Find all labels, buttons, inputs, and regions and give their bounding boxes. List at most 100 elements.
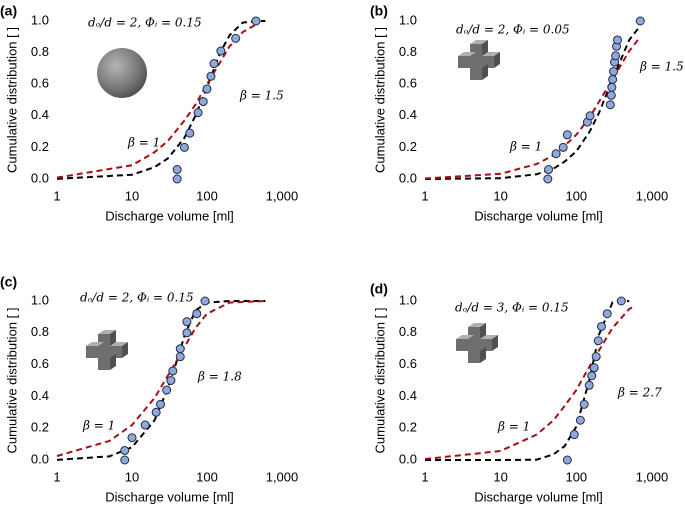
data-point [251, 16, 261, 26]
data-point [216, 46, 226, 56]
data-point [575, 415, 585, 425]
data-point [151, 407, 161, 417]
y-tick-label: 0.8 [31, 44, 49, 59]
data-point [602, 309, 612, 319]
x-tick-label: 100 [565, 188, 587, 203]
sphere-icon [97, 48, 147, 98]
data-point [200, 296, 210, 306]
x-tick-label: 10 [125, 188, 139, 203]
data-point [231, 33, 241, 43]
fit-curve [56, 20, 266, 180]
data-point [605, 100, 615, 110]
data-point [635, 16, 645, 26]
fit-curve [424, 304, 636, 461]
x-tick-label: 1 [53, 188, 60, 203]
panel-label: (c) [0, 274, 17, 290]
data-point [593, 336, 603, 346]
annotation: dₒ/d = 2, Φᵢ = 0.05 [456, 23, 570, 37]
data-point [166, 376, 176, 385]
annotation: β = 1 [509, 140, 542, 154]
y-tick-label: 0.2 [399, 139, 417, 154]
y-axis-label: Cumulative distribution [ ] [4, 308, 19, 454]
data-point [206, 71, 216, 81]
x-tick-label: 1 [421, 188, 428, 203]
fit-curve [424, 36, 642, 180]
chart-panel: (a) 0.0 0.2 0.4 0.6 0.8 1.0 1 10 100 1,000 Discharg… [0, 3, 298, 224]
y-tick-label: 0.6 [399, 356, 417, 371]
x-tick-label: 100 [196, 188, 218, 203]
annotation: β = 1.8 [197, 370, 242, 384]
y-tick-label: 0.2 [31, 139, 49, 154]
data-point [182, 328, 192, 338]
annotation: β = 1.5 [239, 89, 284, 103]
fit-curve [56, 21, 260, 179]
x-tick-label: 1,000 [636, 469, 669, 484]
data-point [562, 455, 572, 465]
annotation: β = 2.7 [617, 386, 662, 400]
y-tick-label: 0.4 [31, 107, 49, 122]
data-point [613, 35, 623, 45]
y-tick-label: 0.0 [399, 451, 417, 466]
data-point [185, 128, 195, 138]
data-point [120, 445, 130, 455]
fit-curve [424, 25, 642, 180]
x-axis-label: Discharge volume [ml] [105, 208, 234, 223]
panel-label: (d) [370, 281, 388, 297]
x-tick-label: 1 [421, 469, 428, 484]
chart-panel: (b) 0.0 0.2 0.4 0.6 0.8 1.0 1 10 100 1,000 Discharg… [370, 3, 684, 224]
y-tick-label: 1.0 [399, 292, 417, 307]
data-point [120, 455, 130, 465]
y-tick-label: 1.0 [31, 12, 49, 27]
y-tick-label: 0.4 [399, 107, 417, 122]
y-tick-label: 1.0 [31, 292, 49, 307]
cross-icon [456, 323, 498, 363]
x-tick-label: 100 [196, 469, 218, 484]
data-point [569, 430, 579, 440]
y-tick-label: 0.2 [399, 420, 417, 435]
data-point [127, 433, 137, 443]
panel-label: (a) [0, 3, 17, 19]
annotation: β = 1.5 [639, 60, 684, 74]
data-point [175, 344, 185, 354]
x-tick-label: 1,000 [636, 188, 669, 203]
data-point [162, 385, 172, 395]
data-point [193, 108, 203, 118]
y-tick-label: 0.4 [399, 388, 417, 403]
x-axis-label: Discharge volume [ml] [105, 489, 234, 504]
y-tick-label: 0.2 [31, 420, 49, 435]
data-point [202, 84, 212, 94]
data-point [192, 309, 202, 319]
data-point [156, 399, 166, 409]
x-tick-label: 10 [493, 469, 507, 484]
data-point [182, 317, 192, 327]
data-point [172, 174, 182, 184]
data-point [140, 420, 150, 430]
data-point [179, 142, 189, 152]
x-axis-label: Discharge volume [ml] [474, 208, 603, 223]
y-tick-label: 0.8 [399, 44, 417, 59]
cross-icon [86, 330, 128, 370]
data-point [606, 90, 616, 100]
data-point [579, 399, 589, 409]
data-point [544, 165, 554, 175]
data-point [616, 296, 626, 306]
y-tick-label: 0.0 [31, 451, 49, 466]
x-axis-label: Discharge volume [ml] [474, 489, 603, 504]
x-tick-label: 1,000 [266, 469, 299, 484]
fit-curve [56, 300, 266, 461]
data-point [558, 142, 568, 152]
x-tick-label: 10 [125, 469, 139, 484]
data-point [543, 174, 553, 184]
annotation: β = 1 [82, 419, 115, 433]
annotation: β = 1 [497, 420, 530, 434]
data-point [609, 67, 619, 77]
data-point [175, 352, 185, 362]
data-point [611, 51, 621, 61]
data-point [585, 111, 595, 121]
y-tick-label: 0.0 [399, 170, 417, 185]
data-point [587, 371, 597, 381]
data-point [168, 366, 178, 376]
panel-label: (b) [370, 3, 388, 19]
y-tick-label: 0.6 [399, 76, 417, 91]
